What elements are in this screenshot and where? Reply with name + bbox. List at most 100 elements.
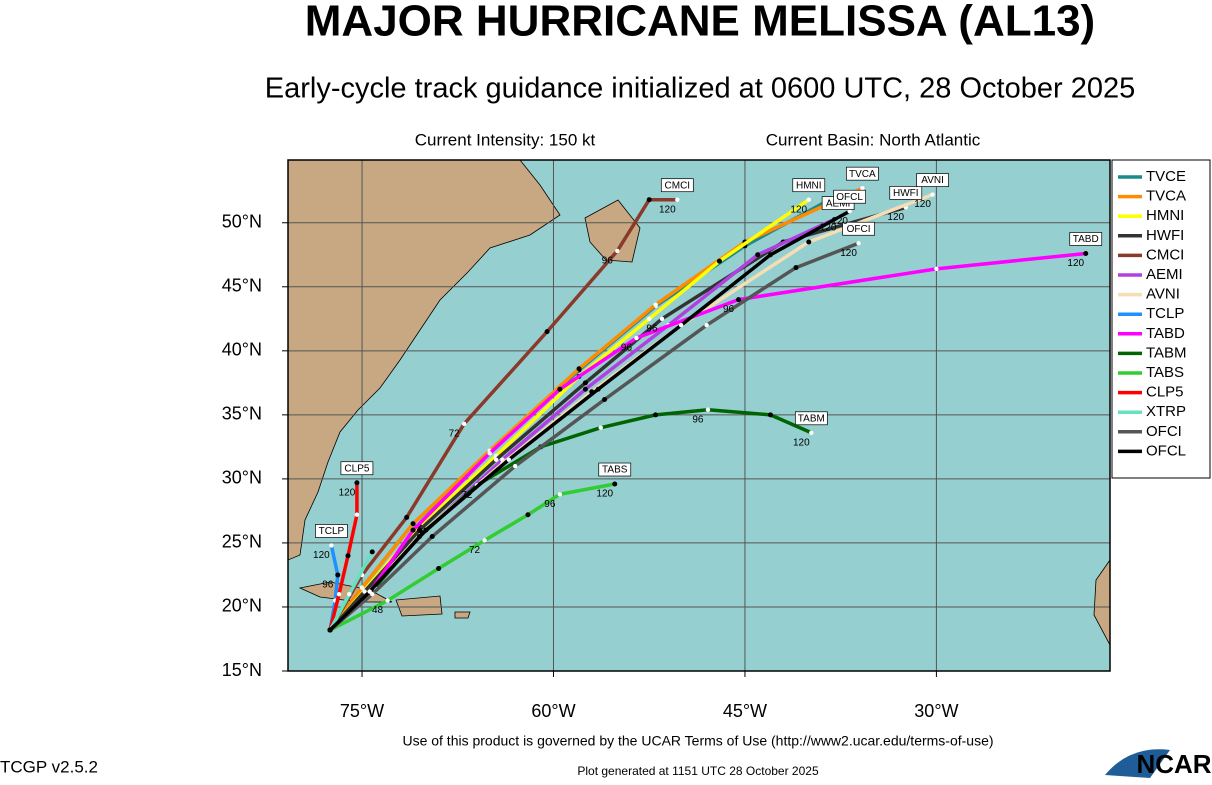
forecast-hour: 120 bbox=[596, 489, 613, 500]
track-point bbox=[487, 451, 492, 456]
track-point bbox=[634, 335, 639, 341]
track-point bbox=[615, 248, 620, 254]
generated: Plot generated at 1151 UTC 28 October 20… bbox=[577, 764, 819, 778]
track-point bbox=[525, 512, 531, 518]
track-point bbox=[436, 566, 442, 572]
legend bbox=[1111, 159, 1211, 479]
track-point bbox=[678, 323, 684, 328]
track-label: HWFI bbox=[893, 188, 919, 199]
track-point bbox=[327, 627, 333, 633]
track-point bbox=[404, 514, 410, 520]
frame bbox=[287, 159, 1111, 672]
track-label: TABS bbox=[602, 465, 628, 476]
basin: Current Basin: North Atlantic bbox=[766, 130, 981, 149]
track-label-box bbox=[660, 178, 694, 193]
track-point bbox=[1083, 250, 1089, 256]
version: TCGP v2.5.2 bbox=[0, 757, 98, 776]
legend-label: TABM bbox=[1146, 344, 1187, 361]
track bbox=[328, 241, 860, 632]
legend-label: CMCI bbox=[1146, 246, 1184, 263]
track-label: CMCI bbox=[665, 180, 691, 191]
track-point bbox=[934, 266, 939, 272]
track-point bbox=[767, 252, 773, 258]
track-point bbox=[367, 589, 372, 594]
track-label-box bbox=[889, 186, 923, 200]
x-tick-label: 30°W bbox=[914, 701, 958, 721]
forecast-hour: 120 bbox=[793, 437, 810, 448]
track-point bbox=[512, 463, 518, 469]
track-point bbox=[369, 549, 375, 555]
track-point bbox=[345, 553, 351, 559]
x-tick-label: 75°W bbox=[340, 701, 384, 721]
subtitle: Early-cycle track guidance initialized a… bbox=[265, 73, 1135, 105]
y-tick-label: 25°N bbox=[222, 532, 262, 552]
forecast-hour: 120 bbox=[887, 212, 904, 223]
forecast-hour: 120 bbox=[914, 199, 931, 210]
track-point bbox=[410, 521, 416, 527]
north-america bbox=[288, 160, 561, 561]
forecast-hour: 120 bbox=[339, 487, 356, 498]
track-label-box bbox=[598, 462, 632, 477]
track-point bbox=[856, 241, 861, 246]
logo: NCAR bbox=[1136, 749, 1211, 779]
forecast-hour: 72 bbox=[469, 545, 481, 556]
track bbox=[328, 197, 678, 631]
legend-label: HMNI bbox=[1146, 207, 1184, 224]
y-tick-label: 15°N bbox=[222, 660, 262, 680]
track-point bbox=[612, 481, 618, 487]
forecast-hour: 120 bbox=[820, 222, 837, 233]
track-label: TVCA bbox=[849, 169, 876, 180]
track-point bbox=[767, 412, 773, 418]
track-point bbox=[930, 192, 935, 197]
track-point bbox=[347, 591, 352, 597]
forecast-hour: 96 bbox=[723, 304, 735, 315]
track-label: OFCI bbox=[847, 224, 871, 235]
track-point bbox=[653, 412, 659, 418]
track-label: AEMI bbox=[826, 198, 850, 209]
x-tick-label: 60°W bbox=[531, 701, 575, 721]
forecast-hour: 72 bbox=[461, 490, 473, 501]
legend-entries: TVCE TVCA HMNI HWFI CMCI AEMI AVNI TCLP TABD TABM… bbox=[1118, 168, 1187, 459]
track bbox=[328, 209, 851, 632]
track-point bbox=[847, 209, 852, 214]
track-point bbox=[385, 598, 390, 603]
track-point bbox=[860, 185, 865, 191]
track-label: TABD bbox=[1073, 234, 1099, 245]
track-label-box bbox=[315, 524, 348, 538]
legend-label: TABS bbox=[1146, 364, 1184, 381]
track-point bbox=[736, 297, 742, 303]
track-point bbox=[557, 492, 563, 497]
track-point bbox=[354, 512, 360, 517]
legend-label: OFCI bbox=[1146, 423, 1182, 440]
track-point bbox=[704, 323, 709, 328]
track-point bbox=[557, 386, 563, 392]
legend-label: OFCL bbox=[1146, 442, 1186, 459]
track-point bbox=[653, 302, 658, 307]
track-point bbox=[429, 534, 435, 540]
legend-label: AEMI bbox=[1146, 266, 1183, 283]
forecast-hour: 120 bbox=[790, 204, 807, 215]
track-point bbox=[493, 457, 499, 462]
y-tick-label: 35°N bbox=[222, 404, 262, 424]
forecast-hour: 120 bbox=[659, 204, 676, 215]
axes: 75°W 60°W 45°W 30°W 15°N 20°N 25°N 30°N 35°N 40°N… bbox=[222, 212, 959, 721]
track-point bbox=[809, 430, 814, 435]
y-tick-label: 50°N bbox=[222, 212, 262, 232]
track-label-box bbox=[1069, 232, 1103, 246]
legend-label: HWFI bbox=[1146, 227, 1184, 244]
forecast-hour: 96 bbox=[692, 414, 704, 425]
track-point bbox=[595, 386, 601, 392]
y-tick-label: 45°N bbox=[222, 276, 262, 296]
y-tick-label: 30°N bbox=[222, 468, 262, 488]
track-label-box bbox=[842, 221, 875, 236]
x-tick-label: 45°W bbox=[723, 701, 767, 721]
title: MAJOR HURRICANE MELISSA (AL13) bbox=[305, 0, 1095, 46]
forecast-hour: 96 bbox=[646, 323, 658, 334]
forecast-hour: 96 bbox=[602, 256, 614, 267]
track-point bbox=[423, 527, 429, 533]
puerto-rico bbox=[454, 611, 471, 619]
tracks bbox=[327, 185, 1089, 633]
track-label-box bbox=[340, 461, 374, 476]
